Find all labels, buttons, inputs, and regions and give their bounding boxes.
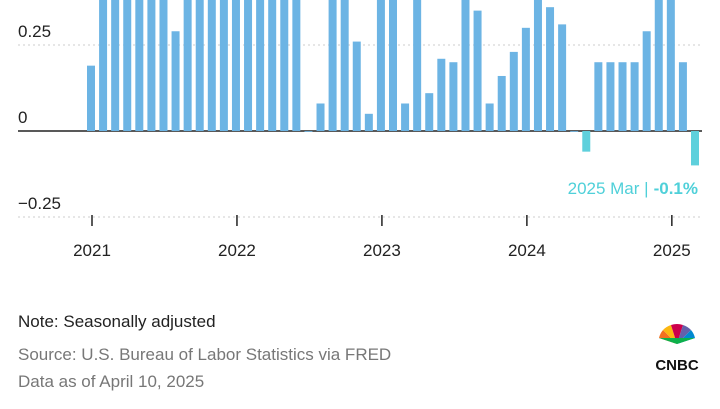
bar [316,103,325,132]
bar [99,0,108,132]
annotation-value: -0.1% [654,179,698,198]
bar [594,62,603,132]
bar [364,113,373,132]
bars [87,0,699,166]
bar [376,0,385,132]
bar [87,65,95,132]
bar [244,0,253,132]
bar [461,0,470,132]
note: Note: Seasonally adjusted [18,312,216,331]
bar [389,0,397,132]
bar [606,62,615,132]
bar [195,0,204,132]
axis: −0.25 0 0.25 2021 2022 2023 2024 2025 [18,22,691,260]
bar [642,31,651,132]
bar [630,62,639,132]
bar [292,0,301,132]
y-tick-label: −0.25 [18,194,61,213]
y-tick-label: 0.25 [18,22,51,41]
bar [521,27,530,132]
bar [654,0,663,132]
bar [135,0,144,132]
bar [666,0,675,132]
bar [171,31,180,132]
date: Data as of April 10, 2025 [18,372,204,391]
bar [497,75,506,132]
y-tick-label: 0 [18,108,27,127]
bar [449,62,458,132]
logo-text: CNBC [655,357,698,374]
source: Source: U.S. Bureau of Labor Statistics … [18,345,391,364]
bar [111,0,120,132]
bar [533,0,542,132]
bar [425,93,434,132]
bar [485,103,494,132]
bar [570,131,579,132]
bar [582,131,591,152]
logo: CNBC [655,324,699,374]
bar [231,0,240,132]
bar [618,62,627,132]
bar [678,62,687,132]
bar [509,51,518,132]
bar [340,0,349,132]
bar [207,0,216,132]
bar [256,0,265,132]
x-tick-label: 2025 [653,241,691,260]
x-tick-label: 2024 [508,241,546,260]
x-tick-label: 2022 [218,241,256,260]
bar [473,10,482,132]
bar [546,7,555,132]
bar [691,131,699,166]
bar [159,0,168,132]
annotation: 2025 Mar | -0.1% [568,179,698,198]
x-tick-label: 2021 [73,241,111,260]
bar [401,103,410,132]
bar [268,0,277,132]
bar [352,41,361,132]
bar [304,131,313,132]
bar [558,24,567,132]
bar [147,0,156,132]
x-tick-label: 2023 [363,241,401,260]
bar [183,0,192,132]
bar [280,0,289,132]
bar [219,0,228,132]
bar [413,0,422,132]
bar [437,58,446,132]
annotation-label: 2025 Mar | [568,179,649,198]
bar [328,0,337,132]
bar [123,0,132,132]
